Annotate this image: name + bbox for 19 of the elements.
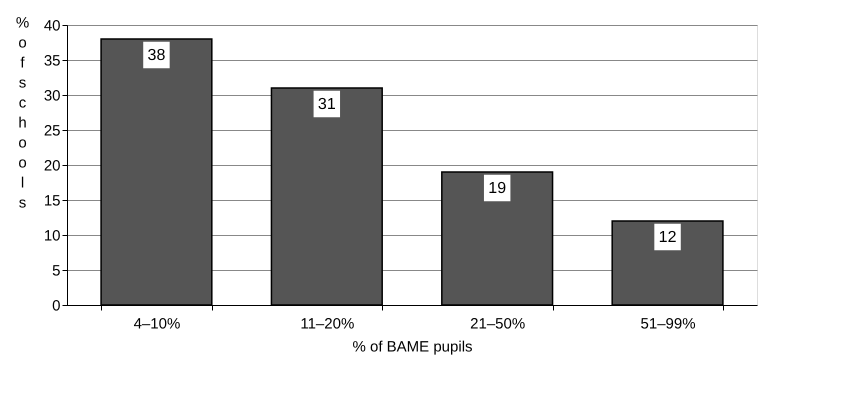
data-label: 38 — [148, 47, 166, 64]
y-tick-label: 30 — [44, 88, 60, 104]
y-tick-label: 0 — [52, 298, 60, 314]
data-label: 19 — [488, 180, 506, 197]
y-tick-label: 10 — [44, 228, 60, 244]
x-tick-label: 51–99% — [640, 316, 696, 332]
y-tick-label: 20 — [44, 158, 60, 174]
x-tick-label: 4–10% — [134, 316, 180, 332]
data-label: 31 — [318, 96, 336, 113]
y-tick-label: 35 — [44, 52, 60, 70]
y-tick-label: 5 — [52, 262, 60, 280]
y-tick-label: 25 — [44, 122, 60, 140]
y-tick-label: 40 — [44, 18, 60, 34]
x-axis-title: % of BAME pupils — [352, 338, 473, 356]
text: % of schools — [16, 14, 30, 212]
data-label: 12 — [658, 229, 677, 246]
y-tick-label: 15 — [44, 192, 60, 210]
x-tick-label: 21–50% — [470, 316, 526, 332]
x-tick-label: 11–20% — [300, 316, 354, 332]
